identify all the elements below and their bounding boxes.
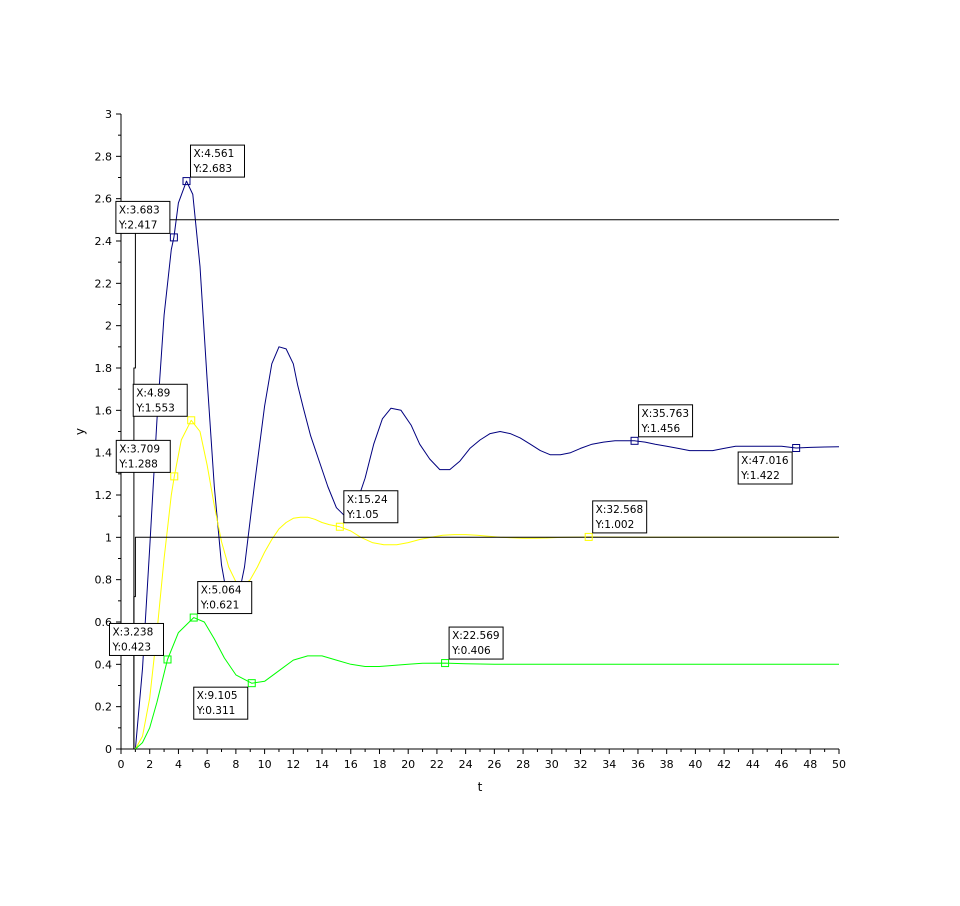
- x-axis-label: t: [478, 780, 483, 794]
- datatip-text: Y:0.423: [111, 641, 151, 653]
- datatip-text: Y:0.406: [451, 645, 491, 657]
- x-tick-label: 6: [204, 758, 211, 771]
- datatip-marker[interactable]: [163, 655, 172, 664]
- datatip-box: [197, 581, 253, 615]
- y-tick-label: 1.2: [95, 489, 113, 502]
- datatip-text: Y:1.422: [740, 470, 780, 482]
- y-axis-label: y: [73, 428, 87, 435]
- x-tick-label: 42: [717, 758, 731, 771]
- datatip-text: Y:1.05: [346, 509, 379, 521]
- y-tick-label: 1.6: [95, 404, 113, 417]
- datatip-box: [448, 626, 504, 660]
- y-tick-label: 2.6: [95, 193, 113, 206]
- datatip-box: [115, 439, 171, 473]
- datatip-text: X:35.763: [642, 408, 689, 420]
- datatip-text: X:5.064: [201, 585, 242, 597]
- y-tick-label: 3: [105, 108, 112, 121]
- datatip-text: X:3.683: [119, 204, 160, 216]
- x-tick-label: 12: [286, 758, 300, 771]
- x-tick-label: 10: [258, 758, 272, 771]
- datatip-marker[interactable]: [169, 233, 178, 242]
- datatip-text: X:22.569: [452, 630, 499, 642]
- y-tick-label: 2.4: [95, 235, 113, 248]
- x-tick-label: 28: [516, 758, 530, 771]
- x-tick-label: 24: [459, 758, 473, 771]
- datatip-text: X:32.568: [596, 504, 643, 516]
- y-tick-label: 2.2: [95, 277, 113, 290]
- datatip-box: [189, 144, 245, 178]
- datatip-text: Y:2.683: [192, 163, 232, 175]
- x-tick-label: 4: [175, 758, 182, 771]
- x-tick-label: 38: [660, 758, 674, 771]
- datatips-layer: X:4.561 Y:2.683 X:3.683 Y:2.417 X:4.89 Y:1.55…: [108, 144, 801, 720]
- datatip-text: X:4.89: [136, 387, 170, 399]
- datatip-box: [343, 490, 399, 524]
- datatip-marker[interactable]: [630, 436, 639, 445]
- y-tick-label: 2.8: [95, 150, 113, 163]
- datatip-box: [638, 404, 694, 438]
- x-tick-label: 32: [574, 758, 588, 771]
- datatip-marker[interactable]: [189, 613, 198, 622]
- datatip-text: Y:1.553: [135, 402, 175, 414]
- x-tick-label: 22: [430, 758, 444, 771]
- y-tick-label: 0.4: [95, 658, 113, 671]
- y-tick-label: 1.8: [95, 362, 113, 375]
- datatip-box: [193, 686, 249, 720]
- y-tick-label: 1: [105, 531, 112, 544]
- datatip-text: X:3.709: [119, 443, 160, 455]
- series-line-2: [135, 617, 839, 750]
- y-tick-label: 0.8: [95, 574, 113, 587]
- x-tick-label: 44: [746, 758, 760, 771]
- datatip-marker[interactable]: [170, 472, 179, 481]
- datatip-box: [592, 500, 648, 534]
- x-tick-label: 30: [545, 758, 559, 771]
- datatip-text: Y:1.288: [118, 458, 158, 470]
- datatip-marker[interactable]: [187, 416, 196, 425]
- x-tick-label: 36: [631, 758, 645, 771]
- datatip-marker[interactable]: [182, 177, 191, 186]
- datatip-text: Y:0.621: [200, 600, 240, 612]
- x-tick-label: 34: [602, 758, 616, 771]
- datatip-marker[interactable]: [335, 522, 344, 531]
- datatip-text: X:4.561: [193, 148, 234, 160]
- datatip-text: Y:2.417: [118, 219, 158, 231]
- datatip-marker[interactable]: [441, 659, 450, 668]
- series-layer: [133, 180, 840, 750]
- x-tick-label: 16: [344, 758, 358, 771]
- y-tick-label: 1.4: [95, 447, 113, 460]
- series-line-4: [133, 219, 839, 749]
- datatip-text: X:9.105: [197, 690, 238, 702]
- datatip-box: [737, 451, 793, 485]
- datatip-text: X:3.238: [112, 626, 153, 638]
- datatip-text: X:15.24: [347, 494, 388, 506]
- x-tick-label: 8: [232, 758, 239, 771]
- x-tick-label: 20: [401, 758, 415, 771]
- datatip-text: X:47.016: [741, 455, 789, 467]
- datatip-marker[interactable]: [247, 679, 256, 688]
- datatip-box: [108, 622, 164, 656]
- x-tick-label: 48: [803, 758, 817, 771]
- x-tick-label: 50: [832, 758, 846, 771]
- x-tick-label: 40: [688, 758, 702, 771]
- datatip-marker[interactable]: [792, 444, 801, 453]
- y-tick-label: 0.6: [95, 616, 113, 629]
- x-tick-label: 2: [146, 758, 153, 771]
- x-tick-label: 0: [118, 758, 125, 771]
- y-tick-label: 0.2: [95, 701, 113, 714]
- datatip-marker[interactable]: [584, 532, 593, 541]
- datatip-text: Y:1.456: [641, 423, 681, 435]
- x-tick-label: 14: [315, 758, 329, 771]
- y-tick-label: 2: [105, 320, 112, 333]
- y-tick-label: 0: [105, 743, 112, 756]
- x-tick-label: 26: [487, 758, 501, 771]
- datatip-text: Y:1.002: [595, 519, 635, 531]
- datatip-text: Y:0.311: [196, 705, 236, 717]
- datatip-box: [132, 383, 188, 417]
- axes-group: 0 2 4 6 8 10 12 14 16 18 20 22 24 26 28 30 32 34 36 38 40 42 4…: [95, 108, 847, 771]
- x-tick-label: 46: [775, 758, 789, 771]
- datatip-box: [115, 200, 171, 234]
- x-tick-label: 18: [372, 758, 386, 771]
